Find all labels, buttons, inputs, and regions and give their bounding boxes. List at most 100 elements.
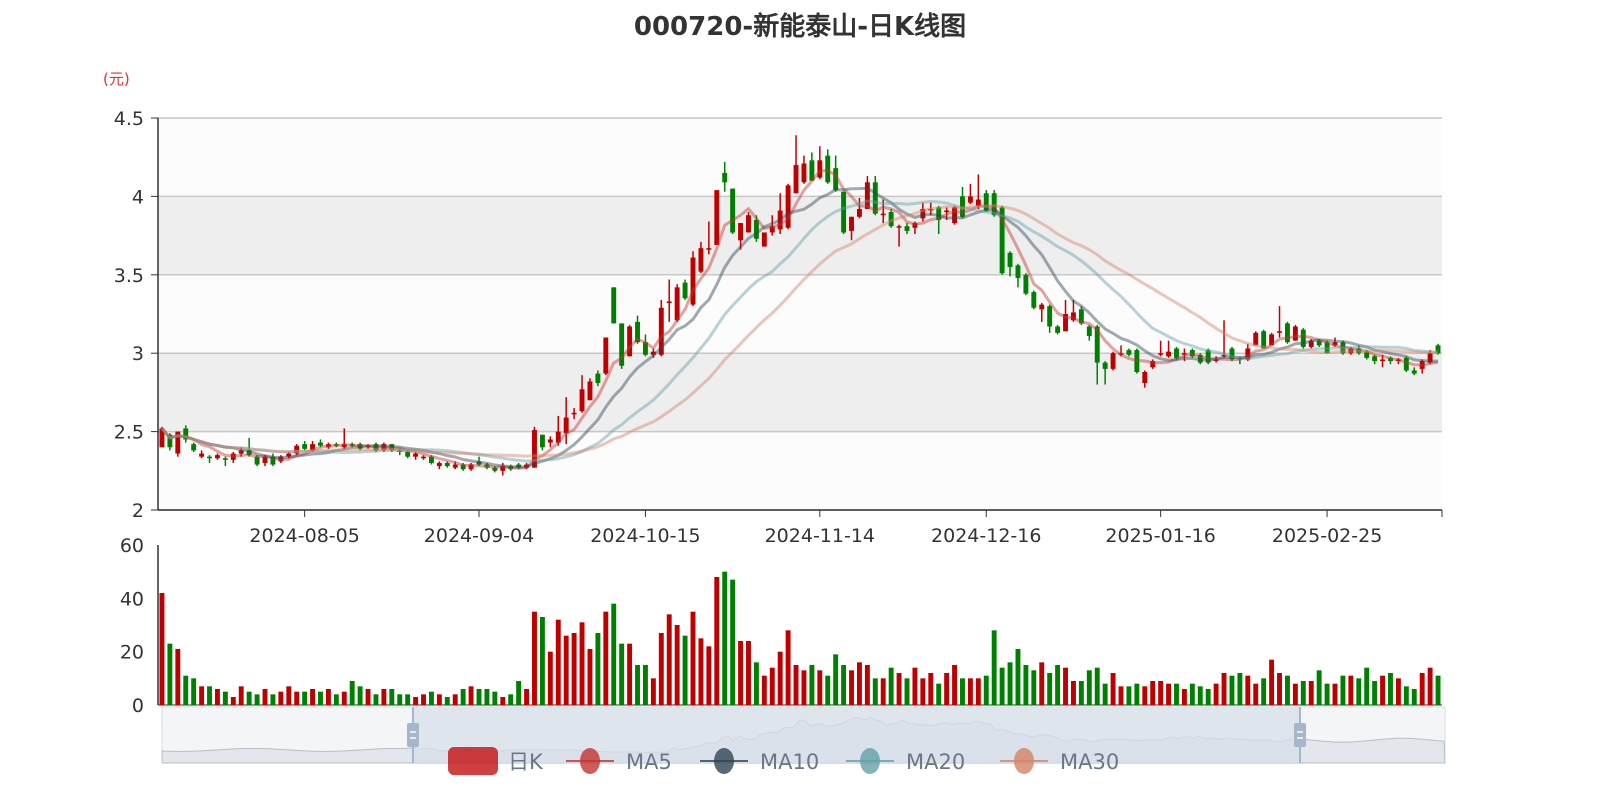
candle	[635, 315, 640, 344]
volume-bar	[175, 649, 181, 705]
candle-body	[714, 190, 720, 246]
candle-body	[991, 193, 997, 216]
volume-bar	[833, 654, 839, 705]
legend-item-ma5[interactable]: MA5	[566, 748, 672, 774]
candle-body	[928, 208, 934, 211]
volume-bar	[682, 635, 688, 705]
candle	[1277, 306, 1282, 338]
candle-body	[476, 461, 482, 465]
handle-grip[interactable]	[1294, 723, 1306, 747]
volume-bar	[325, 689, 331, 705]
legend-item-日k[interactable]: 日K	[448, 747, 544, 775]
candles	[159, 135, 1441, 476]
legend-label: MA20	[906, 750, 965, 774]
x-tick-label: 2025-01-16	[1105, 525, 1215, 547]
candle-body	[1388, 357, 1393, 362]
candle	[1181, 348, 1187, 362]
volume-bar	[207, 686, 212, 705]
candle	[333, 442, 339, 448]
candle-body	[1411, 370, 1417, 374]
y-tick-label: 2.5	[114, 422, 144, 444]
volume-bar	[159, 593, 165, 705]
legend-item-ma20[interactable]: MA20	[846, 748, 965, 774]
volume-bar	[381, 689, 387, 705]
x-tick-label: 2024-09-04	[424, 525, 534, 547]
candle	[159, 426, 165, 448]
candle-body	[587, 381, 593, 401]
candle-body	[627, 326, 633, 357]
candle	[1332, 337, 1338, 347]
volume-bar	[278, 691, 284, 705]
volume-bar	[1063, 667, 1068, 705]
candle-body	[1166, 351, 1172, 357]
volume-bar	[1070, 681, 1076, 705]
data-zoom-slider[interactable]	[161, 706, 1446, 764]
candle-body	[967, 196, 973, 203]
volume-bar	[1094, 667, 1100, 705]
candle	[595, 370, 601, 387]
candle-body	[1324, 342, 1330, 354]
candle	[999, 205, 1005, 275]
candle	[944, 207, 950, 220]
candle-body	[349, 444, 355, 446]
legend-dot	[580, 748, 600, 774]
candle-body	[1015, 265, 1021, 278]
candle-body	[769, 226, 775, 233]
candle	[896, 224, 902, 247]
chart-title: 000720-新能泰山-日K线图	[633, 12, 967, 42]
candle	[1348, 346, 1354, 355]
handle-grip[interactable]	[407, 723, 419, 747]
candle-body	[635, 321, 640, 343]
volume-bar	[1086, 670, 1092, 705]
candle-body	[191, 444, 197, 451]
candle-body	[936, 207, 942, 220]
candle	[761, 232, 767, 247]
ma30-line	[160, 204, 1439, 458]
candle-body	[254, 456, 260, 465]
candle	[1063, 299, 1068, 332]
candle	[230, 451, 236, 463]
candle	[738, 223, 744, 250]
candle	[1213, 356, 1219, 363]
volume-bar	[650, 678, 656, 705]
candle-body	[1332, 342, 1338, 346]
volume-bar	[627, 643, 633, 705]
candle-body	[199, 453, 205, 457]
candle-body	[674, 287, 680, 321]
legend-item-ma10[interactable]: MA10	[700, 748, 819, 774]
volume-bar	[1078, 681, 1084, 705]
candle	[864, 176, 870, 209]
volume-bar	[1031, 670, 1037, 705]
candle-body	[746, 215, 751, 233]
candle-body	[722, 172, 728, 183]
candle-body	[1213, 359, 1219, 361]
candle-body	[270, 456, 276, 465]
candle-body	[833, 168, 839, 191]
legend-item-ma30[interactable]: MA30	[1000, 748, 1119, 774]
candle-body	[310, 444, 316, 451]
volume-bar	[1411, 689, 1417, 705]
candle-body	[413, 453, 419, 457]
candle	[1324, 340, 1330, 354]
volume-bar	[1229, 675, 1235, 705]
candle	[1229, 346, 1235, 362]
candle-body	[738, 223, 744, 241]
candle-body	[524, 464, 530, 468]
candle	[325, 442, 331, 449]
candle-body	[1364, 351, 1370, 358]
candle-body	[500, 466, 506, 471]
data-zoom-right-handle[interactable]	[1294, 707, 1306, 763]
volume-bar	[920, 678, 926, 705]
data-zoom-left-handle[interactable]	[407, 707, 419, 763]
candle	[389, 444, 395, 452]
candle	[1166, 340, 1172, 358]
data-zoom-selection[interactable]	[413, 707, 1300, 763]
candle	[555, 415, 561, 446]
candle	[730, 188, 736, 235]
volume-bar	[1197, 686, 1203, 705]
candle	[975, 174, 981, 209]
volume-bar	[413, 697, 419, 705]
candle-body	[532, 430, 537, 468]
volume-bar	[888, 667, 894, 705]
volume-bar	[1213, 683, 1219, 705]
